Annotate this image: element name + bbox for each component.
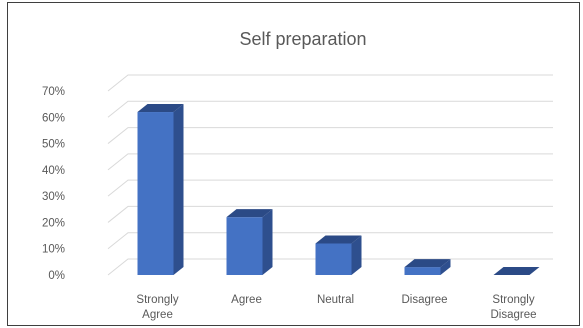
gridline xyxy=(107,232,553,250)
y-axis-tick-labels: 0% 10% 20% 30% 40% 50% 60% 70% xyxy=(42,86,65,282)
y-tick-label: 0% xyxy=(48,270,65,282)
x-axis-category-labels: Strongly Agree Agree Neutral Disagree Strongl… xyxy=(136,294,536,321)
bar xyxy=(137,104,184,276)
x-category-label: Disagree xyxy=(401,294,447,306)
gridline xyxy=(107,258,553,276)
bar xyxy=(315,235,362,275)
gridline xyxy=(107,179,553,197)
y-tick-label: 30% xyxy=(42,191,65,203)
y-tick-label: 10% xyxy=(42,244,65,256)
bar xyxy=(493,267,540,275)
x-category-label: Agree xyxy=(231,294,262,306)
bars xyxy=(137,104,540,276)
gridline xyxy=(107,153,553,171)
y-tick-label: 40% xyxy=(42,165,65,177)
gridlines xyxy=(107,74,553,276)
x-category-label: Strongly Agree xyxy=(136,294,178,321)
chart-area: Self preparation 0% 10% 20% 30% 40% 50% 60% 70%… xyxy=(42,29,553,321)
bar xyxy=(404,259,451,275)
x-category-label: Neutral xyxy=(317,294,354,306)
chart-frame: Self preparation 0% 10% 20% 30% 40% 50% 60% 70%… xyxy=(7,2,580,326)
y-tick-label: 50% xyxy=(42,139,65,151)
chart-title: Self preparation xyxy=(239,29,366,49)
y-tick-label: 60% xyxy=(42,112,65,124)
y-tick-label: 20% xyxy=(42,217,65,229)
gridline xyxy=(107,127,553,144)
y-tick-label: 70% xyxy=(42,86,65,98)
gridline xyxy=(107,100,553,118)
bar xyxy=(226,209,273,275)
gridline xyxy=(107,205,553,223)
x-category-label: Strongly Disagree xyxy=(490,294,536,321)
gridline xyxy=(107,74,553,92)
